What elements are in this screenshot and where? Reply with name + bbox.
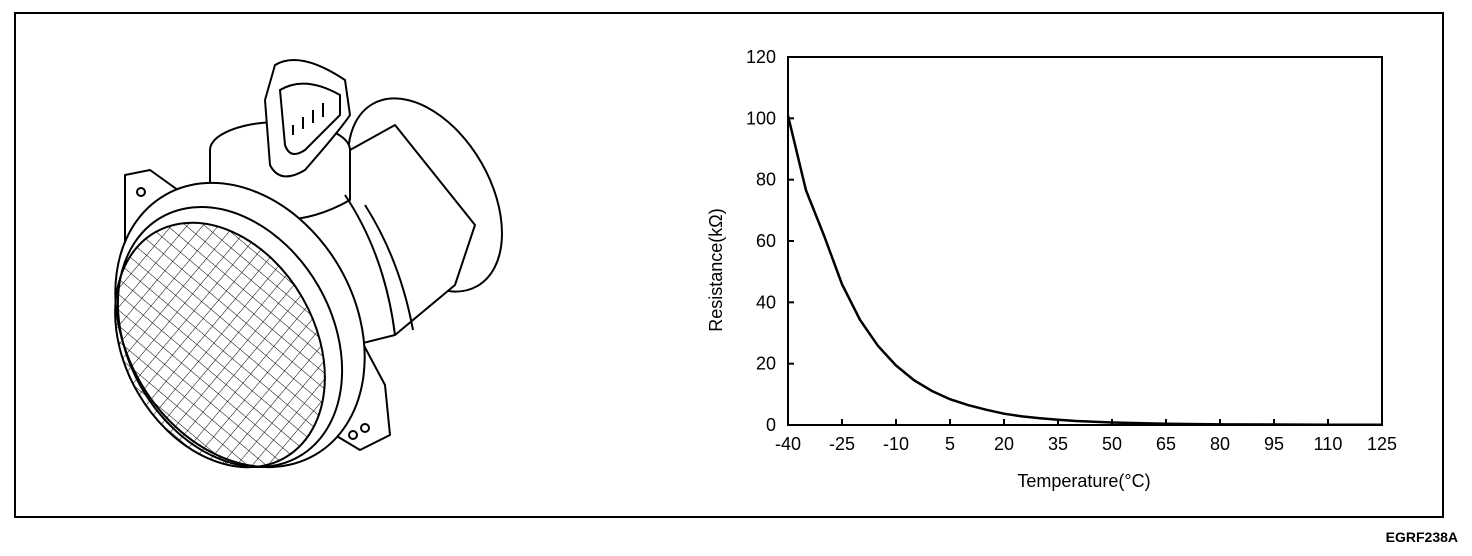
- y-tick-label: 80: [756, 170, 776, 190]
- resistance-temperature-chart: 0 20 40 60 80 100 120 -40 -25 -10 5 20 35 50 65 80 95 11…: [706, 47, 1397, 491]
- x-tick-label: 125: [1367, 434, 1397, 454]
- x-tick-label: 95: [1264, 434, 1284, 454]
- y-tick-label: 20: [756, 354, 776, 374]
- x-tick-label: 65: [1156, 434, 1176, 454]
- maf-sensor-icon: [95, 59, 503, 475]
- x-tick-label: 20: [994, 434, 1014, 454]
- resistance-curve: [786, 115, 1383, 427]
- x-tick-label: 35: [1048, 434, 1068, 454]
- plot-area: [787, 56, 1383, 426]
- plot-frame: [787, 56, 1383, 426]
- y-axis-label: Resistance(kΩ): [706, 208, 726, 332]
- x-tick-label: 110: [1314, 434, 1343, 454]
- y-tick-label: 40: [756, 292, 776, 312]
- y-tick-label: 60: [756, 231, 776, 251]
- x-tick-label: -40: [775, 434, 801, 454]
- x-axis-ticks: -40 -25 -10 5 20 35 50 65 80 95 110 125: [775, 419, 1397, 454]
- x-tick-label: -10: [883, 434, 909, 454]
- y-tick-label: 100: [746, 108, 776, 128]
- y-tick-label: 120: [746, 47, 776, 67]
- x-tick-label: 5: [945, 434, 955, 454]
- x-tick-label: 80: [1210, 434, 1230, 454]
- figure-code: EGRF238A: [1385, 529, 1458, 545]
- y-tick-label: 0: [766, 415, 776, 435]
- y-axis-ticks: 0 20 40 60 80 100 120: [746, 47, 794, 435]
- x-axis-label: Temperature(°C): [1017, 471, 1150, 491]
- figure-frame: [14, 12, 1444, 518]
- x-tick-label: 50: [1102, 434, 1122, 454]
- x-tick-label: -25: [829, 434, 855, 454]
